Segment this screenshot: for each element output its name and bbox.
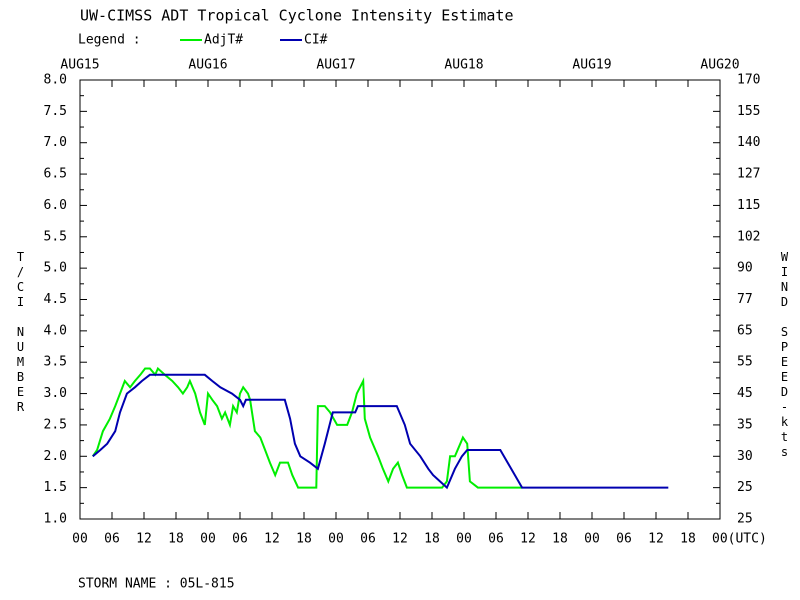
y-tick-label: 4.0 <box>44 323 67 338</box>
x-tick-label: 12 <box>264 532 280 547</box>
series-line <box>91 366 523 489</box>
y-tick-label: 6.5 <box>44 167 67 182</box>
y-tick-label: 6.0 <box>44 198 67 213</box>
y2-tick-label: 45 <box>737 386 753 401</box>
y-axis-label: T/CI NUMBER <box>14 250 28 415</box>
y-tick-label: 7.5 <box>44 104 67 119</box>
y-tick-label: 5.5 <box>44 229 67 244</box>
x-tick-label: 06 <box>104 532 120 547</box>
y-tick-label: 1.0 <box>44 512 67 527</box>
y-tick-label: 2.5 <box>44 417 67 432</box>
x-tick-label: 00 <box>456 532 472 547</box>
x-tick-label: 18 <box>680 532 696 547</box>
y-tick-label: 8.0 <box>44 73 67 88</box>
y-tick-label: 3.5 <box>44 355 67 370</box>
legend-label: CI# <box>304 33 328 48</box>
x-tick-label: 00(UTC) <box>712 532 767 547</box>
y2-tick-label: 30 <box>737 449 753 464</box>
y2-tick-label: 115 <box>737 198 760 213</box>
x-tick-label: 18 <box>296 532 312 547</box>
y2-tick-label: 55 <box>737 355 753 370</box>
y2-tick-label: 35 <box>737 417 753 432</box>
x-tick-label: 12 <box>136 532 152 547</box>
y2-tick-label: 140 <box>737 135 760 150</box>
y2-tick-label: 102 <box>737 229 760 244</box>
y2-tick-label: 77 <box>737 292 753 307</box>
y2-tick-label: 170 <box>737 73 760 88</box>
y2-tick-label: 65 <box>737 323 753 338</box>
x-tick-label: 06 <box>488 532 504 547</box>
x-tick-label: 12 <box>520 532 536 547</box>
x-top-label: AUG17 <box>316 58 355 73</box>
x-tick-label: 18 <box>552 532 568 547</box>
x-tick-label: 06 <box>232 532 248 547</box>
y-tick-label: 4.5 <box>44 292 67 307</box>
x-top-label: AUG15 <box>60 58 99 73</box>
y2-tick-label: 127 <box>737 167 760 182</box>
x-tick-label: 18 <box>168 532 184 547</box>
footer: STORM NAME : 05L-815 <box>78 577 235 592</box>
y-tick-label: 2.0 <box>44 449 67 464</box>
x-tick-label: 00 <box>72 532 88 547</box>
x-tick-label: 00 <box>584 532 600 547</box>
series-line <box>92 373 669 490</box>
y2-tick-label: 155 <box>737 104 760 119</box>
y2-tick-label: 25 <box>737 480 753 495</box>
x-tick-label: 06 <box>360 532 376 547</box>
y-tick-label: 3.0 <box>44 386 67 401</box>
x-top-label: AUG16 <box>188 58 227 73</box>
legend-label: Legend : <box>78 33 141 48</box>
x-tick-label: 18 <box>424 532 440 547</box>
x-top-label: AUG20 <box>700 58 739 73</box>
plot-frame <box>79 79 721 520</box>
x-tick-label: 12 <box>392 532 408 547</box>
y-tick-label: 5.0 <box>44 261 67 276</box>
y-tick-label: 7.0 <box>44 135 67 150</box>
y-tick-label: 1.5 <box>44 480 67 495</box>
x-tick-label: 06 <box>616 532 632 547</box>
legend-label: AdjT# <box>204 33 243 48</box>
x-tick-label: 12 <box>648 532 664 547</box>
y2-tick-label: 25 <box>737 512 753 527</box>
y2-axis-label: WIND SPEED-kts <box>778 250 792 460</box>
x-top-label: AUG18 <box>444 58 483 73</box>
y2-tick-label: 90 <box>737 261 753 276</box>
x-top-label: AUG19 <box>572 58 611 73</box>
chart-title: UW-CIMSS ADT Tropical Cyclone Intensity … <box>80 7 513 25</box>
x-tick-label: 00 <box>200 532 216 547</box>
x-tick-label: 00 <box>328 532 344 547</box>
